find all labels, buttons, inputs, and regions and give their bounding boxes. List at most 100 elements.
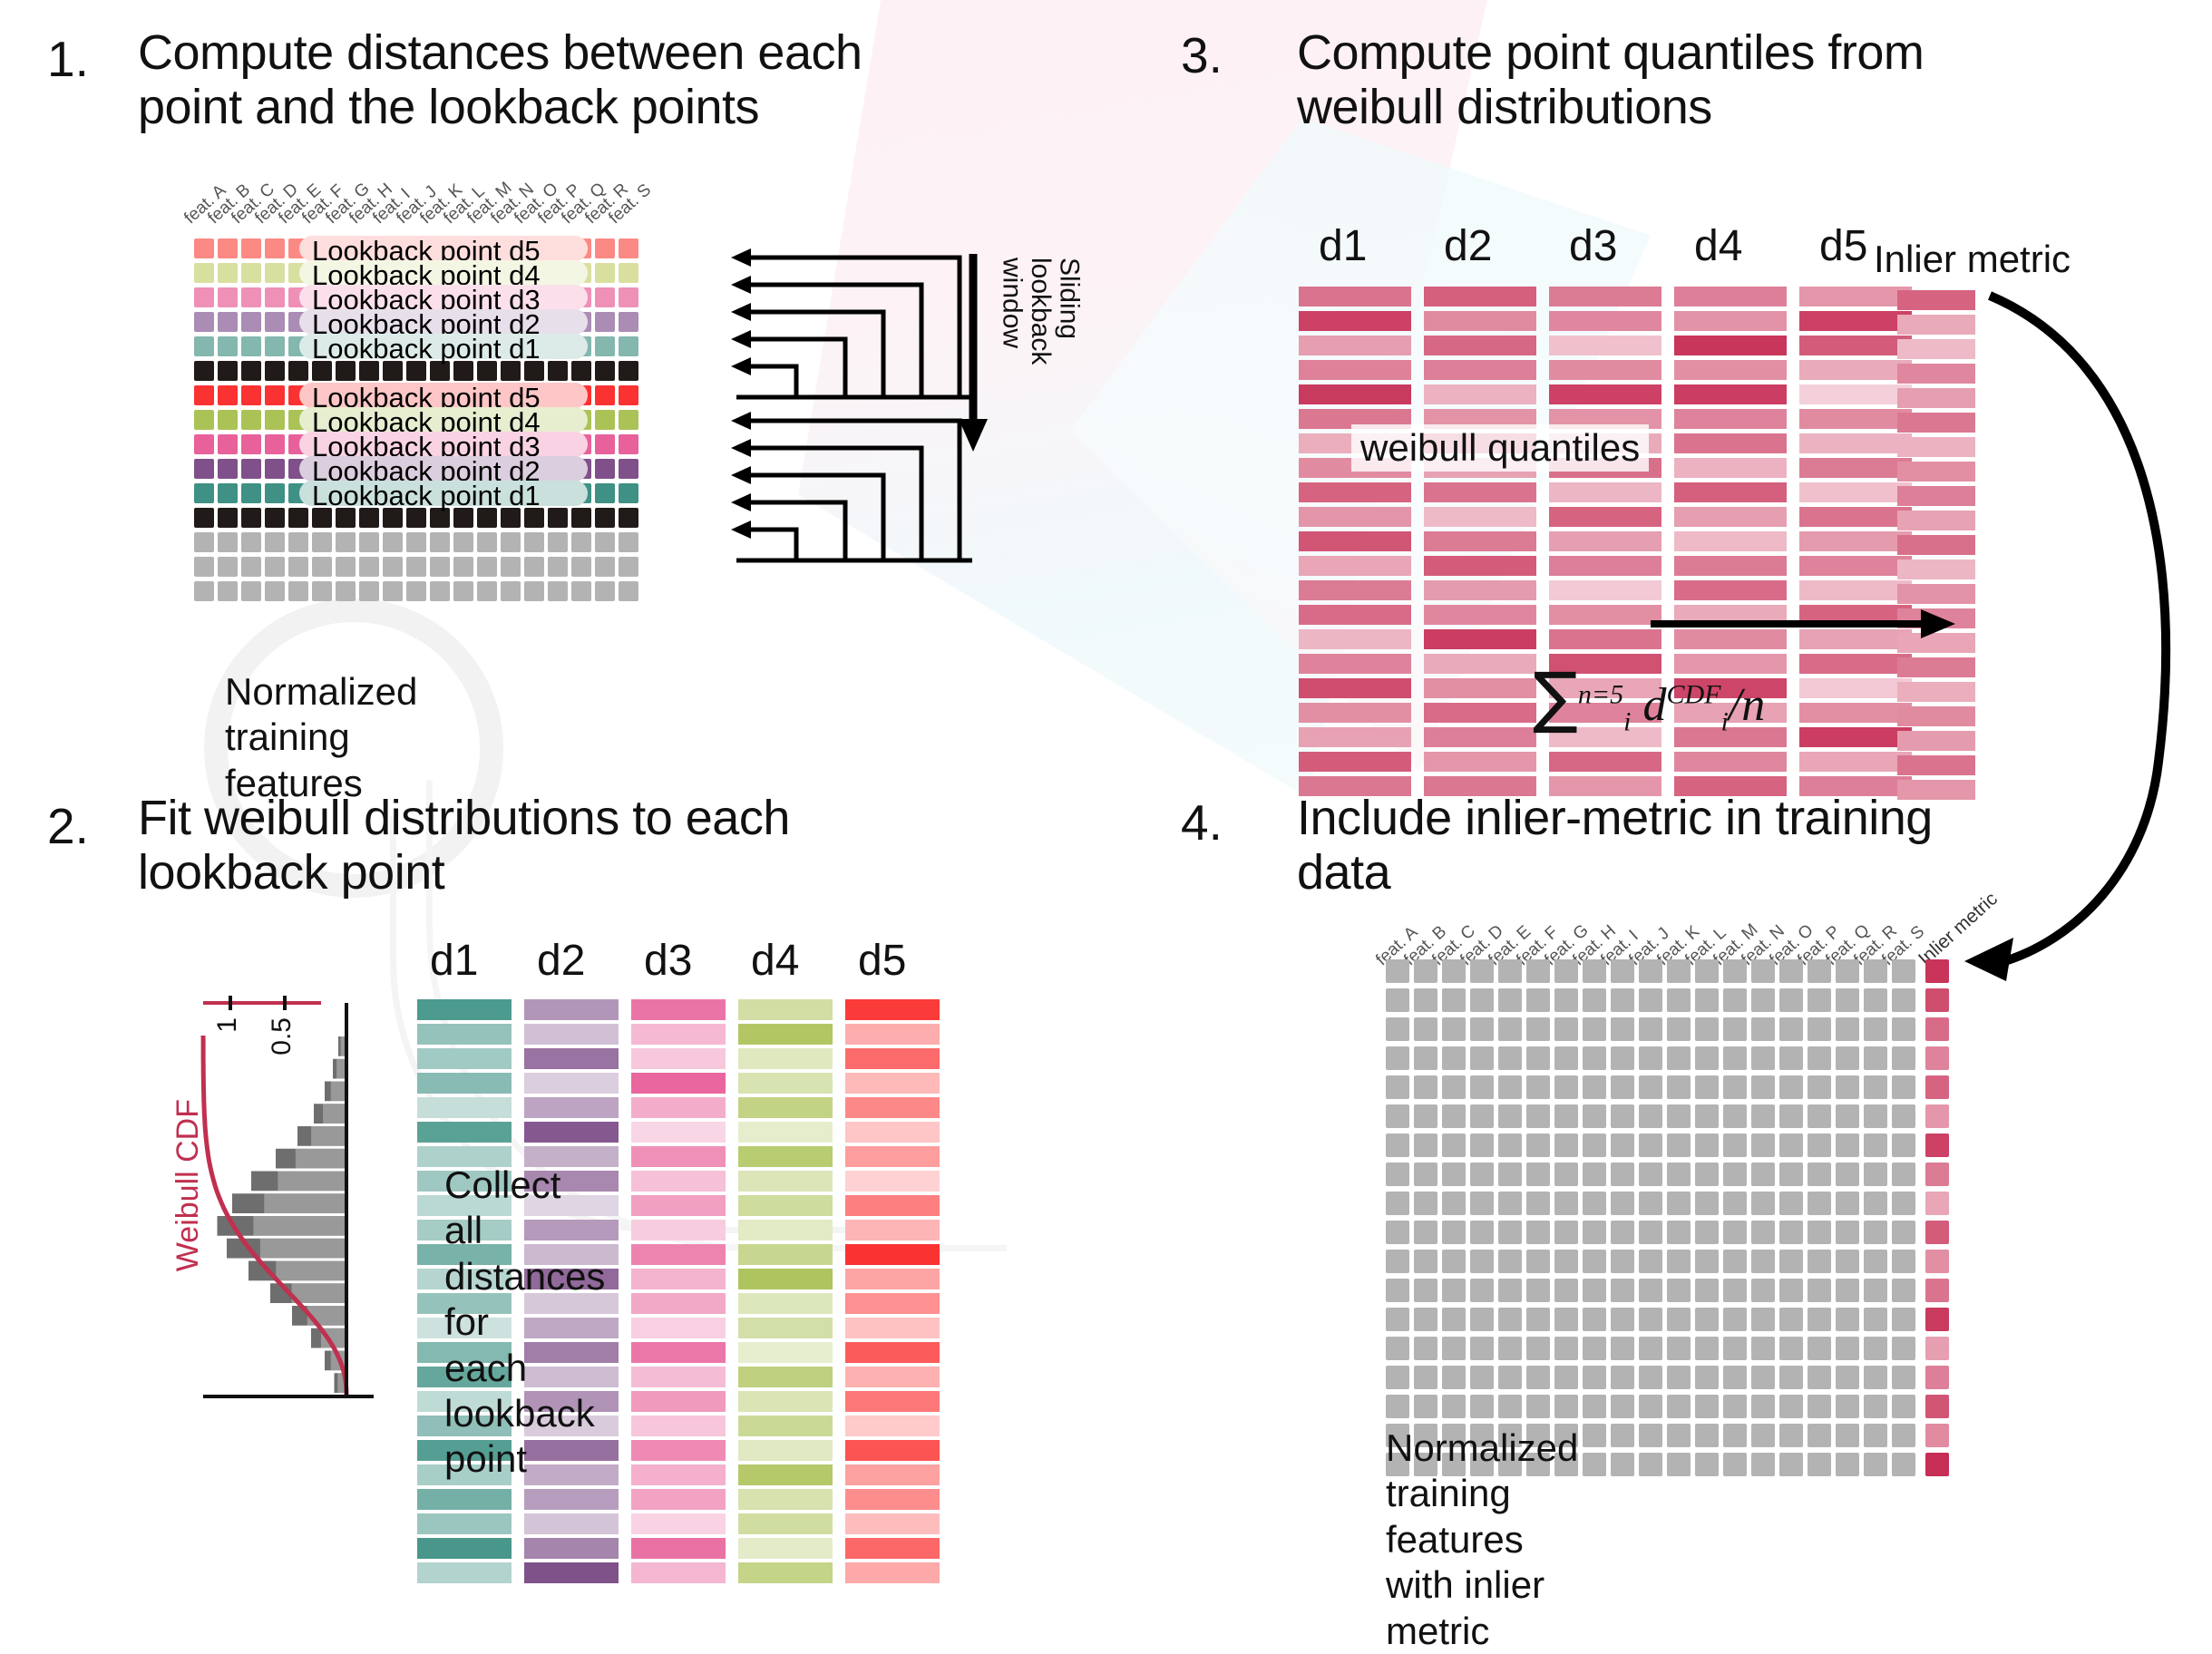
panel-4-grid-cell (1470, 1075, 1494, 1099)
panel-3-quantile-band (1549, 287, 1661, 306)
panel-4-grid-cell (1667, 988, 1691, 1012)
panel-4-grid-cell (1808, 1424, 1831, 1447)
panel-3-quantile-band (1299, 703, 1411, 723)
panel-3-column-label: d5 (1819, 222, 1868, 270)
panel-3-inlier-band (1897, 682, 1975, 702)
panel-1-grid-cell (595, 557, 615, 577)
panel-3-quantile-column (1424, 287, 1536, 801)
panel-4-grid-cell (1386, 1104, 1409, 1128)
panel-4-grid-cell (1864, 1046, 1887, 1070)
panel-4-grid-cell (1836, 1163, 1859, 1186)
panel-4-grid-cell (1864, 1395, 1887, 1418)
panel-2-distance-band (845, 1122, 940, 1143)
panel-1-grid-cell (241, 287, 261, 307)
panel-2-stack-label: d4 (751, 937, 800, 985)
panel-2-distance-band (524, 1171, 619, 1192)
panel-1-grid-cell (241, 361, 261, 381)
panel-4-grid-cell (1470, 1279, 1494, 1302)
panel-3-quantile-band (1674, 605, 1787, 625)
panel-4-grid-cell (1779, 1395, 1803, 1418)
panel-1-sliding-window-label: Sliding lookback window (997, 258, 1085, 365)
panel-1-grid-cell (619, 385, 638, 405)
panel-4-grid-cell (1414, 1192, 1437, 1215)
panel-2-title: Fit weibull distributions to each lookba… (138, 791, 790, 900)
panel-4-grid-cell (1526, 1046, 1550, 1070)
panel-3-quantile-band (1799, 433, 1912, 453)
panel-4-grid-cell (1583, 1453, 1606, 1476)
panel-1-grid-cell (194, 532, 214, 552)
panel-1-grid-cell (595, 238, 615, 258)
panel-3-note: weibull quantiles (1351, 424, 1650, 472)
panel-3-quantile-band (1674, 482, 1787, 502)
panel-1-grid-cell (288, 557, 308, 577)
panel-4-grid-cell (1892, 1250, 1915, 1273)
panel-4-grid-cell (1667, 1163, 1691, 1186)
panel-3-inlier-band (1897, 413, 1975, 433)
panel-4-grid-cell (1779, 1046, 1803, 1070)
panel-4-grid-cell (1779, 988, 1803, 1012)
panel-3-formula-sub: i (1720, 706, 1729, 737)
panel-2-distance-band (845, 1489, 940, 1510)
panel-2-distance-band (845, 1048, 940, 1069)
panel-2-distance-band (845, 1464, 940, 1485)
panel-2-distance-band (631, 1464, 726, 1485)
panel-1-grid-cell (595, 508, 615, 528)
panel-2-cdf-svg (200, 996, 374, 1398)
panel-1-grid-cell (312, 508, 332, 528)
panel-3-quantile-column (1799, 287, 1912, 801)
panel-1-lookback-row-label: Lookback point d2 (312, 308, 541, 340)
panel-4-grid-cell (1611, 1104, 1634, 1128)
panel-4-grid-cell (1808, 1337, 1831, 1360)
panel-4-grid-cell (1611, 1133, 1634, 1157)
panel-4-grid-cell (1526, 1453, 1550, 1476)
panel-2-distance-band (631, 1367, 726, 1387)
panel-3-quantile-band (1799, 580, 1912, 600)
panel-4-grid-cell (1836, 1250, 1859, 1273)
panel-1-grid-cell (406, 361, 426, 381)
panel-3-quantile-band (1299, 360, 1411, 380)
panel-4-grid-cell (1554, 988, 1578, 1012)
panel-4-grid-cell (1751, 1337, 1775, 1360)
panel-4-grid-cell (1695, 1424, 1719, 1447)
panel-3-column-label: d3 (1569, 222, 1618, 270)
panel-4-grid-cell (1639, 1424, 1662, 1447)
panel-1-grid-cell (241, 532, 261, 552)
panel-4-grid-cell (1470, 1337, 1494, 1360)
panel-1-grid-cell (336, 581, 356, 601)
panel-2-distance-band (524, 1073, 619, 1094)
panel-3-quantile-band (1799, 678, 1912, 698)
panel-3-quantile-band (1799, 629, 1912, 649)
panel-3-quantile-band (1799, 409, 1912, 429)
panel-4-grid-cell (1583, 1192, 1606, 1215)
panel-2-distance-band (524, 1367, 619, 1387)
panel-4-grid-cell (1808, 1046, 1831, 1070)
panel-2-distance-band (417, 1097, 512, 1118)
panel-1-grid-cell (548, 361, 568, 381)
panel-2-histogram-bar (217, 1216, 346, 1236)
panel-1-grid-cell (288, 361, 308, 381)
panel-4-grid-cell (1779, 1250, 1803, 1273)
panel-3-quantile-band (1799, 776, 1912, 796)
panel-1-grid-cell (619, 312, 638, 332)
panel-4-grid-cell (1639, 1453, 1662, 1476)
panel-4-grid-cell (1723, 1192, 1747, 1215)
panel-2-distance-band (845, 999, 940, 1020)
panel-2-distance-band (738, 1464, 833, 1485)
panel-4-grid-cell (1864, 1424, 1887, 1447)
panel-4-grid-cell (1892, 1366, 1915, 1389)
panel-1-grid-cell (265, 459, 285, 479)
panel-2-distance-band (631, 1318, 726, 1338)
panel-4-grid-cell (1554, 1104, 1578, 1128)
panel-2-distance-stack (631, 999, 726, 1587)
panel-1-grid-cell (241, 581, 261, 601)
panel-3-quantile-band (1299, 654, 1411, 674)
panel-4-grid-cell (1695, 1133, 1719, 1157)
panel-1-grid-cell (619, 581, 638, 601)
panel-2-histogram-bar-overlay (264, 1193, 346, 1213)
panel-2-histogram-bar-overlay (320, 1328, 346, 1348)
panel-1-grid-cell (619, 361, 638, 381)
panel-3-quantile-band (1424, 556, 1536, 576)
panel-3-quantile-band (1299, 629, 1411, 649)
panel-2-distance-band (417, 1024, 512, 1045)
panel-3-quantile-band (1549, 409, 1661, 429)
